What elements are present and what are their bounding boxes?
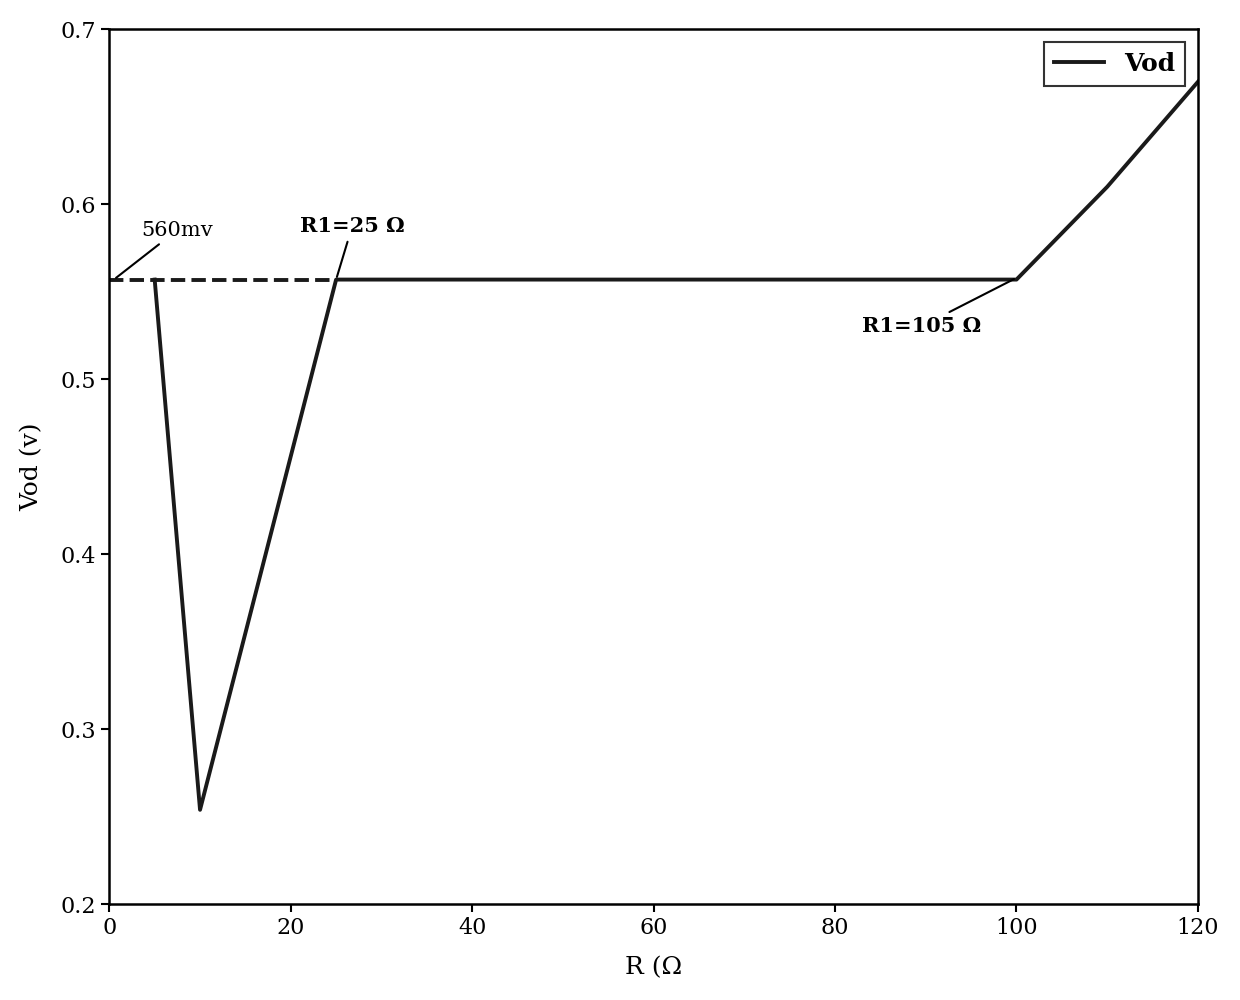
Text: R1=25 Ω: R1=25 Ω <box>300 216 404 277</box>
Vod <box>646 274 661 286</box>
Text: R1=105 Ω: R1=105 Ω <box>862 279 1014 336</box>
X-axis label: R (Ω: R (Ω <box>625 956 682 979</box>
Vod <box>1009 274 1024 286</box>
Vod <box>148 274 162 286</box>
Legend: Vod: Vod <box>1044 42 1185 86</box>
Vod <box>1190 76 1205 88</box>
Vod <box>465 274 480 286</box>
Vod <box>1100 181 1115 193</box>
Vod <box>329 274 343 286</box>
Vod <box>192 804 207 816</box>
Vod <box>827 274 842 286</box>
Y-axis label: Vod (v): Vod (v) <box>21 423 43 511</box>
Line: Vod: Vod <box>155 82 1198 810</box>
Text: 560mv: 560mv <box>117 221 213 278</box>
